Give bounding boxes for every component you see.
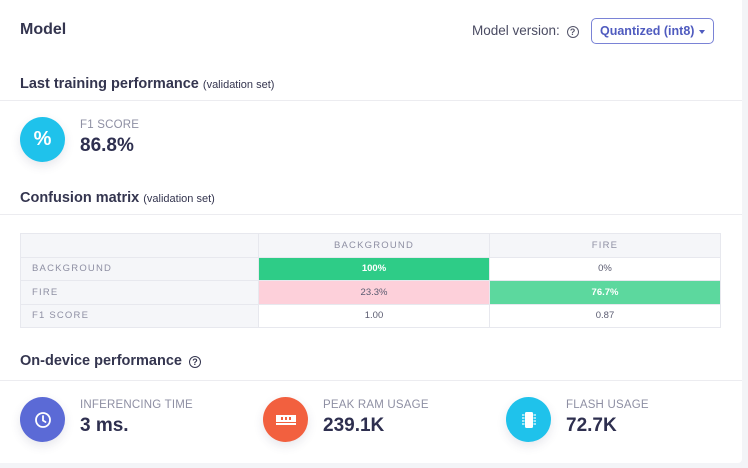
divider xyxy=(0,100,742,101)
help-circle-icon[interactable]: ? xyxy=(189,356,202,368)
help-circle-icon[interactable]: ? xyxy=(566,26,579,38)
card-header: Model Model version: ? Quantized (int8) xyxy=(0,0,742,64)
divider xyxy=(0,380,742,381)
matrix-cell: 76.7% xyxy=(489,280,721,305)
row-label: F1 SCORE xyxy=(20,303,259,328)
page-title: Model xyxy=(20,21,67,38)
row-label: BACKGROUND xyxy=(20,256,259,281)
training-section-title: Last training performance (validation se… xyxy=(20,76,275,92)
confusion-section-title: Confusion matrix (validation set) xyxy=(20,190,215,206)
divider xyxy=(0,214,742,215)
table-row: F1 SCORE 1.00 0.87 xyxy=(20,303,721,328)
model-version-dropdown[interactable]: Quantized (int8) xyxy=(591,18,714,44)
table-row: BACKGROUND 100% 0% xyxy=(20,256,721,281)
column-header: BACKGROUND xyxy=(258,233,490,258)
row-label: FIRE xyxy=(20,280,259,305)
chip-icon xyxy=(506,397,551,442)
ram-icon xyxy=(263,397,308,442)
table-row: FIRE 23.3% 76.7% xyxy=(20,280,721,305)
caret-down-icon xyxy=(699,30,705,34)
clock-icon xyxy=(20,397,65,442)
column-header: FIRE xyxy=(489,233,721,258)
corner-cell xyxy=(20,233,259,258)
model-version-label: Model version: ? xyxy=(472,23,579,38)
matrix-cell: 0.87 xyxy=(489,303,721,328)
percent-icon: % xyxy=(20,117,65,162)
matrix-cell: 23.3% xyxy=(258,280,490,305)
matrix-cell: 100% xyxy=(258,256,490,281)
table-header-row: BACKGROUND FIRE xyxy=(20,233,721,258)
ondevice-section-title: On-device performance ? xyxy=(20,353,202,369)
matrix-cell: 1.00 xyxy=(258,303,490,328)
matrix-cell: 0% xyxy=(489,256,721,281)
confusion-matrix-table: BACKGROUND FIRE BACKGROUND 100% 0% FIRE … xyxy=(20,233,721,328)
